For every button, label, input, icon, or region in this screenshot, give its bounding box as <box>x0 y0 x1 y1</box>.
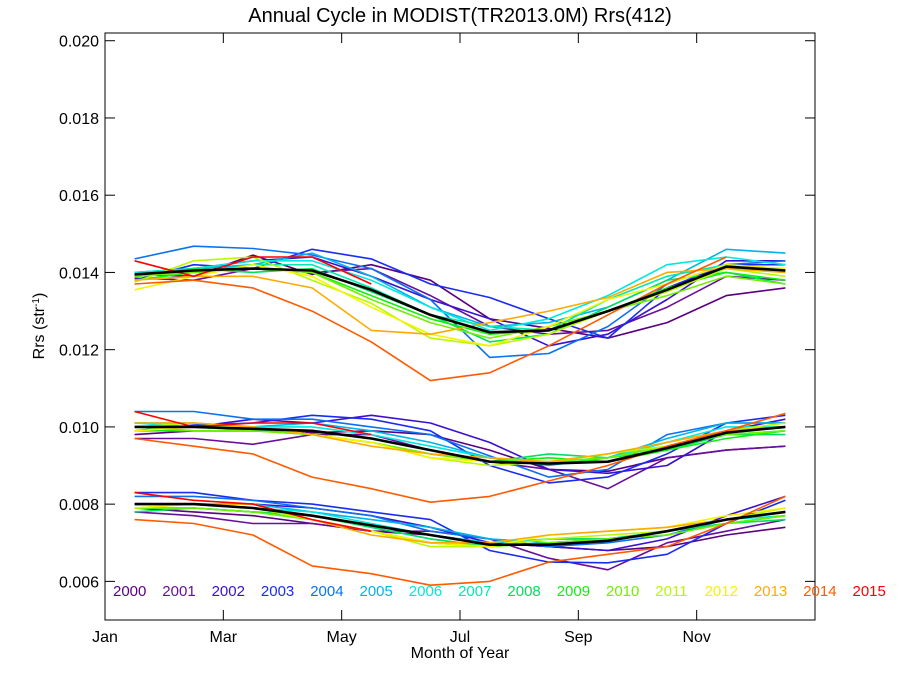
y-tick-label: 0.018 <box>59 111 99 128</box>
series-line-2 <box>134 267 786 335</box>
legend-entry-2015: 2015 <box>853 583 886 600</box>
y-tick-label: 0.020 <box>59 34 99 51</box>
series-line-14 <box>134 267 786 335</box>
y-tick-label: 0.006 <box>59 574 99 591</box>
legend-entry-2006: 2006 <box>409 583 442 600</box>
legend: 2000 2001 2002 2003 2004 2005 2006 2007 2008 2009… <box>113 583 886 600</box>
y-axis-title: Rrs (str-1) <box>31 293 49 360</box>
x-axis-title: Month of Year <box>411 645 510 662</box>
x-tick-label: Mar <box>210 629 238 646</box>
series-line-6 <box>134 248 786 328</box>
series-line-50 <box>134 425 786 465</box>
series-line-31 <box>134 412 786 503</box>
legend-entry-2001: 2001 <box>162 583 195 600</box>
y-tick-label: 0.016 <box>59 188 99 205</box>
series-line-32 <box>134 410 372 436</box>
series-line-49 <box>134 265 786 334</box>
x-tick-label: Jan <box>92 629 118 646</box>
series-line-7 <box>134 256 786 332</box>
series-line-47 <box>134 495 786 586</box>
legend-entry-2012: 2012 <box>705 583 738 600</box>
legend-entry-2003: 2003 <box>261 583 294 600</box>
series-line-13 <box>134 263 786 347</box>
tick-layer: Jan Mar May Jul Sep Nov 0.006 0.008 0.010 0.012 0.… <box>59 33 815 646</box>
y-tick-label: 0.010 <box>59 420 99 437</box>
x-tick-label: Jul <box>450 629 470 646</box>
legend-entry-2002: 2002 <box>212 583 245 600</box>
y-axis-title-end: ) <box>31 293 48 298</box>
series-line-12 <box>134 256 786 347</box>
series-layer <box>134 245 786 586</box>
series-line-19 <box>134 414 786 475</box>
chart-title: Annual Cycle in MODIST(TR2013.0M) Rrs(41… <box>248 5 671 27</box>
y-axis-title-sup: -1 <box>31 298 42 307</box>
y-axis-title-base: Rrs (str <box>31 306 48 359</box>
legend-entry-2000: 2000 <box>113 583 146 600</box>
legend-entry-2011: 2011 <box>655 583 687 600</box>
legend-entry-2010: 2010 <box>606 583 639 600</box>
legend-entry-2014: 2014 <box>803 583 836 600</box>
series-line-48 <box>134 491 372 532</box>
y-tick-label: 0.014 <box>59 265 99 282</box>
series-line-1 <box>134 254 786 339</box>
series-line-51 <box>134 502 786 546</box>
legend-entry-2004: 2004 <box>310 583 343 600</box>
y-tick-label: 0.008 <box>59 497 99 514</box>
legend-entry-2005: 2005 <box>360 583 393 600</box>
x-tick-label: Nov <box>682 629 710 646</box>
x-tick-label: Sep <box>564 629 593 646</box>
y-tick-label: 0.012 <box>59 343 99 360</box>
x-tick-label: May <box>327 629 357 646</box>
legend-entry-2008: 2008 <box>507 583 540 600</box>
legend-entry-2007: 2007 <box>458 583 491 600</box>
series-line-21 <box>134 410 786 478</box>
legend-entry-2013: 2013 <box>754 583 787 600</box>
legend-entry-2009: 2009 <box>557 583 590 600</box>
